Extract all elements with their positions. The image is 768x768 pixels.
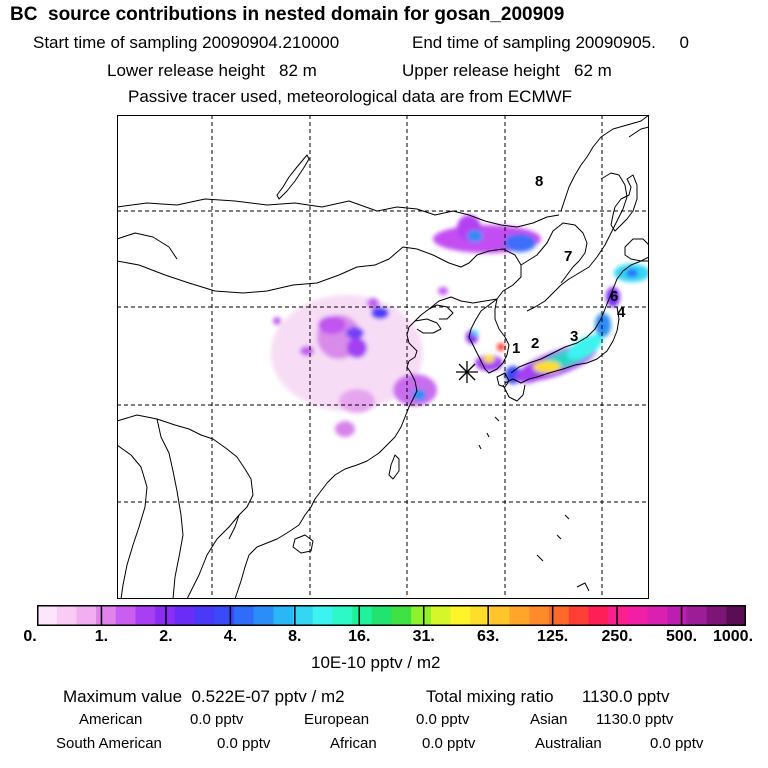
color-scale-swatch: [470, 605, 491, 626]
upper-release-height-label: Upper release height 62 m: [402, 61, 612, 80]
receptor-marker: [456, 361, 478, 383]
region-value-asian: 1130.0 pptv: [596, 711, 674, 728]
color-scale-swatch: [430, 605, 452, 626]
color-scale-tick-label: 31.: [412, 628, 435, 645]
color-scale-tick-label: 8.: [288, 628, 302, 645]
color-scale-swatch: [371, 605, 393, 626]
color-scale-swatch: [726, 605, 746, 626]
color-scale-swatch: [115, 605, 137, 626]
color-scale-swatch: [529, 605, 550, 626]
end-time-label: End time of sampling 20090905. 0: [412, 33, 689, 52]
color-scale-swatch: [37, 605, 58, 626]
color-scale-swatch: [489, 605, 511, 626]
color-scale-swatch: [568, 605, 590, 626]
color-scale-swatch: [194, 605, 215, 626]
color-scale-swatch: [706, 605, 727, 626]
region-name-australian: Australian: [535, 735, 602, 752]
region-label-1: 1: [512, 340, 520, 357]
map-title: BC source contributions in nested domain…: [10, 4, 565, 25]
color-scale-tick-label: 125.: [537, 628, 569, 645]
color-scale-swatch: [214, 605, 235, 626]
color-scale-swatch: [627, 605, 649, 626]
color-scale-tick-label: 0.: [23, 628, 37, 645]
region-name-african: African: [330, 735, 377, 752]
color-scale-tick-label: 63.: [477, 628, 500, 645]
color-scale-swatch: [588, 605, 609, 626]
start-time-label: Start time of sampling 20090904.210000: [33, 33, 340, 52]
color-scale-tick-label: 4.: [223, 628, 238, 645]
color-scale-swatch: [450, 605, 471, 626]
color-scale-swatch: [233, 605, 255, 626]
color-scale-swatch: [509, 605, 530, 626]
color-scale-swatch: [686, 605, 708, 626]
coastlines: [117, 115, 649, 599]
color-scale-swatch: [273, 605, 294, 626]
color-scale-swatch: [411, 605, 432, 626]
region-label-8: 8: [535, 173, 543, 190]
region-value-australian: 0.0 pptv: [650, 735, 704, 752]
tracer-info-label: Passive tracer used, meteorological data…: [128, 87, 573, 106]
color-scale-swatch: [608, 605, 629, 626]
color-scale-swatch: [332, 605, 353, 626]
color-scale-swatch: [76, 605, 97, 626]
color-scale-swatch: [135, 605, 156, 626]
region-value-european: 0.0 pptv: [416, 711, 470, 728]
lower-release-height-label: Lower release height 82 m: [107, 61, 317, 80]
color-scale-tick-label: 2.: [159, 628, 173, 645]
color-scale-tick-label: 1.: [94, 628, 109, 645]
region-name-american: American: [79, 711, 143, 728]
region-value-south-american: 0.0 pptv: [217, 735, 271, 752]
maximum-value-label: Maximum value 0.522E-07 pptv / m2: [63, 687, 345, 706]
region-label-4: 4: [617, 304, 626, 321]
color-scale-swatch: [253, 605, 274, 626]
color-scale-tick-label: 1000.: [712, 628, 754, 645]
map-panel: 1 2 3 4 6 7 8: [117, 115, 649, 599]
region-label-2: 2: [531, 335, 539, 352]
color-scale-tick-label: 500.: [665, 628, 698, 645]
color-scale-swatch: [96, 605, 117, 626]
color-scale-swatch: [352, 605, 373, 626]
color-scale-tick-label: 16.: [348, 628, 371, 645]
total-mixing-ratio-label: Total mixing ratio 1130.0 pptv: [426, 687, 670, 706]
color-scale-bar: [37, 605, 746, 626]
region-name-european: European: [304, 711, 370, 728]
color-scale-swatch: [667, 605, 688, 626]
region-name-asian: Asian: [530, 711, 568, 728]
region-value-african: 0.0 pptv: [422, 735, 476, 752]
color-scale-swatch: [549, 605, 570, 626]
color-scale-swatch: [647, 605, 668, 626]
color-scale-swatch: [312, 605, 334, 626]
color-scale-swatch: [174, 605, 196, 626]
color-scale-swatch: [391, 605, 412, 626]
region-value-american: 0.0 pptv: [190, 711, 244, 728]
region-name-south-american: South American: [56, 735, 162, 752]
color-scale-swatch: [56, 605, 77, 626]
concentration-plume: [271, 215, 649, 437]
region-label-6: 6: [610, 288, 618, 305]
map-gridlines: [117, 115, 649, 599]
color-scale-tick-label: 250.: [601, 628, 633, 645]
region-label-3: 3: [570, 328, 578, 345]
color-scale-swatch: [293, 605, 314, 626]
color-scale-units: 10E-10 pptv / m2: [311, 653, 441, 672]
region-label-7: 7: [564, 248, 572, 265]
